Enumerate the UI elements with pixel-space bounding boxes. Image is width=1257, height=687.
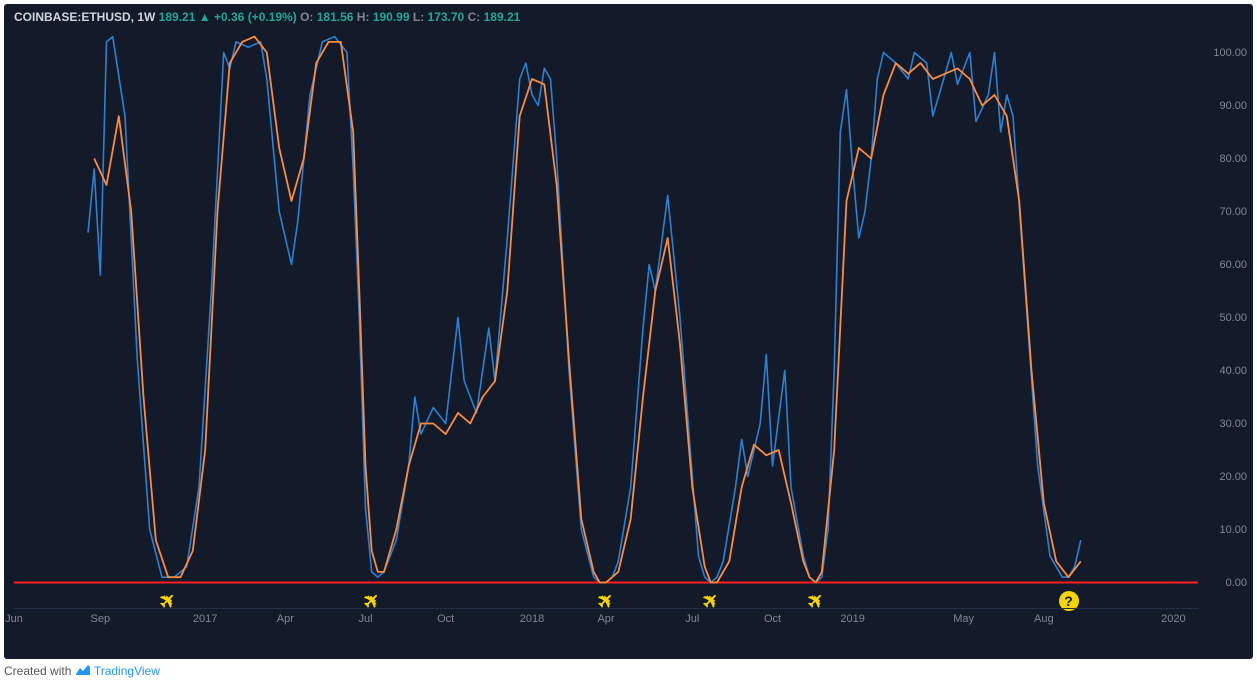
y-tick: 50.00 <box>1219 312 1247 324</box>
y-tick: 40.00 <box>1219 365 1247 377</box>
symbol-header: COINBASE:ETHUSD, 1W 189.21 ▲ +0.36 (+0.1… <box>14 10 520 24</box>
low-value: 173.70 <box>428 10 465 24</box>
x-tick: Jul <box>358 613 372 625</box>
x-tick: Jun <box>5 613 23 625</box>
interval[interactable]: 1W <box>137 10 155 24</box>
y-tick: 80.00 <box>1219 153 1247 165</box>
x-tick: 2019 <box>840 613 864 625</box>
x-tick: Apr <box>597 613 614 625</box>
last-price: 189.21 <box>159 10 196 24</box>
footer-prefix: Created with <box>4 664 75 678</box>
y-tick: 10.00 <box>1219 524 1247 536</box>
attribution-footer: Created with TradingView <box>4 659 160 683</box>
y-tick: 30.00 <box>1219 418 1247 430</box>
arrow-up-icon: ▲ <box>199 10 211 24</box>
high-label: H: <box>357 10 370 24</box>
y-tick: 20.00 <box>1219 471 1247 483</box>
y-axis[interactable]: 0.00 10.00 20.00 30.00 40.00 50.00 60.00 70.00 8… <box>1198 26 1253 609</box>
x-tick: 2020 <box>1161 613 1185 625</box>
high-value: 190.99 <box>373 10 410 24</box>
x-tick: Jul <box>685 613 699 625</box>
y-tick: 60.00 <box>1219 259 1247 271</box>
low-label: L: <box>413 10 424 24</box>
footer-brand[interactable]: TradingView <box>94 664 160 678</box>
y-tick: 100.00 <box>1213 47 1247 59</box>
symbol[interactable]: COINBASE:ETHUSD <box>14 10 131 24</box>
x-tick: Apr <box>277 613 294 625</box>
x-tick: 2017 <box>193 613 217 625</box>
series-blue <box>88 37 1081 583</box>
tradingview-logo-icon <box>75 664 91 676</box>
y-tick: 90.00 <box>1219 100 1247 112</box>
x-tick: Oct <box>437 613 454 625</box>
y-tick: 70.00 <box>1219 206 1247 218</box>
plot-area[interactable]: ✈✈✈✈✈? <box>14 26 1198 609</box>
x-tick: Oct <box>764 613 781 625</box>
chart-window: COINBASE:ETHUSD, 1W 189.21 ▲ +0.36 (+0.1… <box>4 4 1253 659</box>
change-pct: (+0.19%) <box>248 10 297 24</box>
close-label: C: <box>468 10 481 24</box>
x-axis[interactable]: JunSep2017AprJulOct2018AprJulOct2019MayA… <box>14 608 1198 629</box>
series-orange <box>94 37 1081 583</box>
chart-svg <box>14 26 1198 609</box>
x-tick: 2018 <box>520 613 544 625</box>
x-tick: Sep <box>91 613 111 625</box>
change-abs: +0.36 <box>214 10 244 24</box>
open-label: O: <box>300 10 313 24</box>
open-value: 181.56 <box>317 10 354 24</box>
close-value: 189.21 <box>484 10 521 24</box>
x-tick: Aug <box>1034 613 1054 625</box>
y-tick: 0.00 <box>1226 577 1247 589</box>
x-tick: May <box>953 613 974 625</box>
